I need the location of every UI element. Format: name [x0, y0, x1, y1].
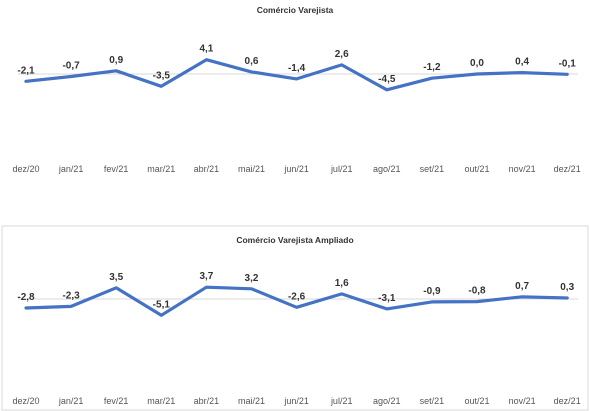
x-tick-label: jul/21 [330, 396, 353, 406]
x-tick-label: mai/21 [238, 164, 265, 174]
data-label: 0,3 [560, 282, 574, 293]
x-tick-labels: dez/20 jan/21 fev/21 mar/21 abr/21 mai/21 jun/… [12, 164, 580, 174]
data-label: 3,7 [199, 271, 213, 282]
data-label: 0,6 [245, 56, 259, 67]
data-label: 4,1 [199, 44, 213, 55]
series-line [24, 58, 569, 92]
data-label: 0,4 [515, 57, 529, 68]
data-label: -2,6 [288, 291, 306, 302]
x-tick-label: abr/21 [194, 396, 220, 406]
data-label: -0,9 [423, 286, 441, 297]
data-labels: -2,8 -2,3 3,5 -5,1 3,7 3,2 -2,6 1,6 -3,1 -0,9 -0,8… [17, 271, 574, 310]
x-tick-label: fev/21 [104, 164, 129, 174]
data-label: -3,1 [378, 293, 396, 304]
chart-title: Comércio Varejista Ampliado [236, 235, 353, 245]
x-tick-label: nov/21 [509, 164, 536, 174]
x-tick-label: dez/20 [12, 396, 39, 406]
data-label: -0,8 [468, 286, 486, 297]
x-tick-label: mai/21 [238, 396, 265, 406]
data-label: 2,6 [335, 49, 349, 60]
data-label: -1,4 [288, 63, 306, 74]
data-label: -2,1 [17, 65, 35, 76]
chart-comercio-varejista-ampliado: Comércio Varejista Ampliado -2,8 -2,33,5-… [12, 235, 580, 406]
x-tick-label: jul/21 [330, 164, 353, 174]
data-label: -0,1 [559, 58, 577, 69]
x-tick-label: set/21 [420, 164, 445, 174]
x-tick-labels: dez/20 jan/21 fev/21 mar/21 abr/21 mai/21 jun/… [12, 396, 580, 406]
chart-comercio-varejista: Comércio Varejista -2,1 -0,7 0,9 -3,5 4,1 0,6… [12, 5, 580, 174]
data-labels: -2,1 -0,7 0,9 -3,5 4,1 0,6 -1,4 2,6 -4,5 -1,2 0,0 0… [17, 44, 576, 85]
series-line [24, 285, 569, 317]
x-tick-label: out/21 [464, 396, 489, 406]
x-tick-label: ago/21 [373, 396, 401, 406]
x-tick-label: dez/21 [554, 396, 581, 406]
data-label: -3,5 [153, 70, 171, 81]
x-tick-label: abr/21 [194, 164, 220, 174]
data-label: -0,7 [62, 61, 80, 72]
x-tick-label: nov/21 [509, 396, 536, 406]
x-tick-label: dez/21 [554, 164, 581, 174]
x-tick-label: jun/21 [283, 164, 309, 174]
chart-title: Comércio Varejista [257, 5, 334, 15]
x-tick-label: set/21 [420, 396, 445, 406]
x-tick-label: out/21 [464, 164, 489, 174]
data-label: -2,3 [62, 290, 80, 301]
data-label: 0,7 [515, 281, 529, 292]
x-tick-label: jan/21 [58, 164, 84, 174]
x-tick-label: mar/21 [147, 396, 175, 406]
data-label: -4,5 [378, 74, 396, 85]
data-label: -5,1 [153, 299, 171, 310]
chart-frame [1, 225, 589, 411]
x-tick-label: ago/21 [373, 164, 401, 174]
x-tick-label: jun/21 [283, 396, 309, 406]
data-label: 0,9 [109, 55, 123, 66]
data-label: 3,2 [245, 273, 259, 284]
data-label: -1,2 [423, 62, 441, 73]
data-label: -2,8 [17, 292, 35, 303]
data-label: 1,6 [335, 278, 349, 289]
data-label: 0,0 [470, 58, 484, 69]
x-tick-label: jan/21 [58, 396, 84, 406]
x-tick-label: fev/21 [104, 396, 129, 406]
x-tick-label: mar/21 [147, 164, 175, 174]
data-label: 3,5 [109, 272, 123, 283]
x-tick-label: dez/20 [12, 164, 39, 174]
